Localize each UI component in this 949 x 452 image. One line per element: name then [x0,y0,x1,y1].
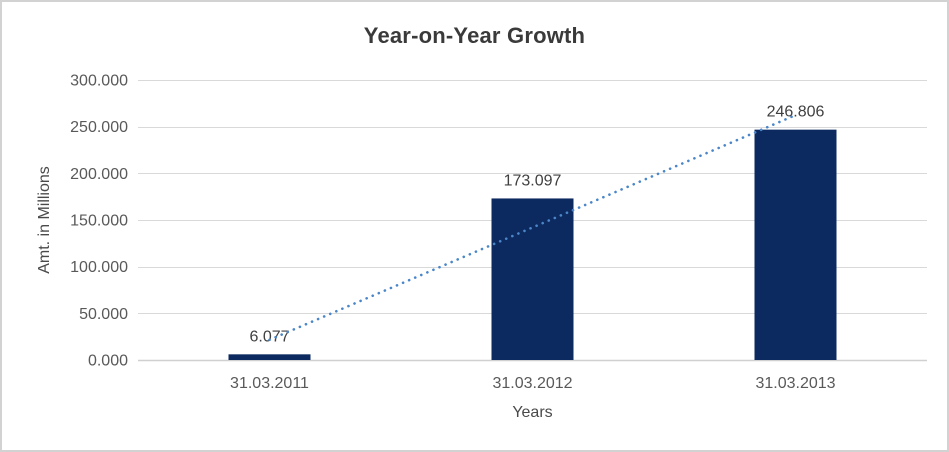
y-tick-label: 0.000 [88,353,128,370]
y-tick-label: 100.000 [70,259,128,276]
y-tick-label: 300.000 [70,73,128,90]
bar [754,129,837,360]
x-category-label: 31.03.2011 [230,375,309,392]
x-category-label: 31.03.2012 [492,375,572,392]
y-tick-label: 50.000 [79,306,128,323]
y-tick-label: 200.000 [70,166,128,183]
bar-value-label: 173.097 [504,172,562,189]
bar-value-label: 246.806 [767,104,825,121]
y-tick-label: 150.000 [70,213,128,230]
bar [228,354,311,360]
y-tick-label: 250.000 [70,119,128,136]
bar-value-label: 6.077 [249,328,289,345]
bar [491,198,574,360]
x-category-label: 31.03.2013 [755,375,835,392]
x-axis-title: Years [512,404,553,421]
chart-title: Year-on-Year Growth [363,23,586,48]
